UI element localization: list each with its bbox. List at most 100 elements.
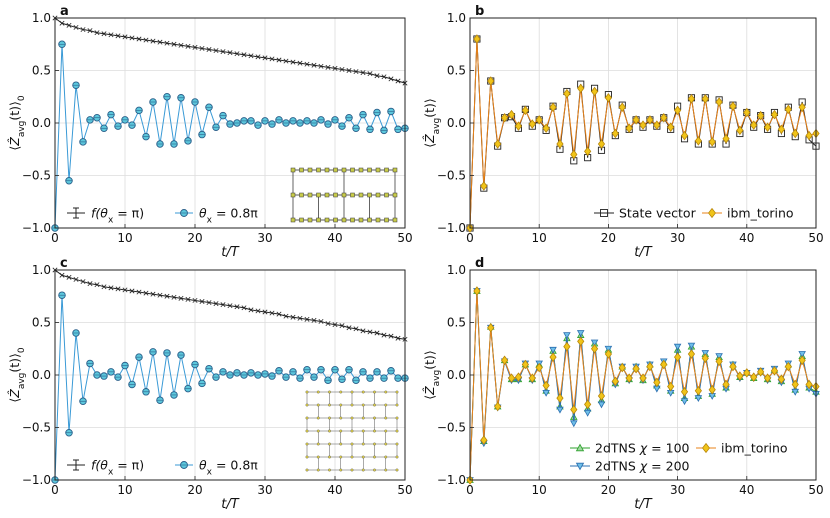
data-point <box>480 181 488 191</box>
data-point <box>722 133 730 144</box>
data-point <box>701 442 711 454</box>
data-point <box>708 384 716 395</box>
inset-qubit <box>328 390 331 394</box>
inset-qubit <box>373 468 376 472</box>
data-point <box>798 102 806 113</box>
data-point <box>185 296 191 302</box>
data-point <box>535 115 543 125</box>
data-point <box>680 398 689 406</box>
data-point <box>507 109 516 120</box>
data-point <box>673 105 682 116</box>
inset-qubit <box>339 429 343 433</box>
y-tick-label: 0.5 <box>32 316 51 330</box>
inset-qubit <box>350 403 354 407</box>
data-point <box>500 112 509 123</box>
y-axis-label-group: ⟨Ẑavg(t)⟩0 <box>7 347 27 403</box>
y-tick-label: −1.0 <box>437 473 466 487</box>
data-point <box>736 125 744 136</box>
data-point <box>708 137 716 147</box>
data-point <box>360 328 366 334</box>
data-point <box>234 51 240 57</box>
data-point <box>290 59 296 65</box>
data-point <box>757 367 765 377</box>
data-point <box>750 372 758 382</box>
inset-qubit <box>384 403 388 407</box>
data-point <box>171 41 177 47</box>
data-point <box>290 314 296 320</box>
data-point <box>736 371 744 381</box>
data-point <box>597 391 606 401</box>
y-tick-label: −0.5 <box>22 421 51 435</box>
inset-qubit <box>290 192 296 198</box>
data-point <box>639 120 647 130</box>
panel-b: 0 10 20 30 40 50 −1.0 −0.5 0.0 0.5 1.0 t/T ⟨Ẑavg(t)⟩… <box>422 4 824 260</box>
data-point <box>757 110 765 121</box>
data-point <box>777 124 786 135</box>
data-point <box>680 130 689 141</box>
data-point <box>549 352 557 362</box>
data-point <box>570 404 578 415</box>
inset-qubit <box>373 442 376 446</box>
data-point <box>784 104 792 115</box>
inset-qubit <box>305 442 309 446</box>
inset-qubit <box>299 192 304 198</box>
data-point <box>381 332 387 338</box>
data-point <box>115 33 121 39</box>
inset-qubit <box>333 192 338 198</box>
x-tick-label: 30 <box>257 483 272 497</box>
data-point <box>143 290 149 296</box>
legend-label: State vector <box>619 206 697 221</box>
data-point <box>283 313 289 319</box>
data-point <box>701 353 709 363</box>
inset-qubit <box>384 429 388 433</box>
data-point <box>241 305 247 311</box>
data-point <box>600 209 608 217</box>
data-point <box>575 462 585 471</box>
inset-qubit <box>316 468 320 472</box>
data-point <box>575 443 585 452</box>
inset-qubit <box>328 403 331 407</box>
inset-qubit <box>384 217 389 223</box>
data-point <box>791 379 799 390</box>
x-axis-label: t/T <box>634 497 652 512</box>
y-tick-label: −1.0 <box>437 221 466 235</box>
inset-qubit <box>341 217 347 223</box>
data-point <box>192 297 198 303</box>
data-point <box>687 349 696 359</box>
legend-label: f(θx = π) <box>91 458 144 478</box>
inset-qubit <box>384 192 389 198</box>
data-point <box>66 22 72 28</box>
data-point <box>262 309 268 315</box>
inset-qubit <box>395 403 399 407</box>
legend-label: θx = 0.8π <box>199 458 258 478</box>
inset-qubit <box>373 403 376 407</box>
data-point <box>770 366 779 376</box>
data-point <box>763 373 772 383</box>
data-point <box>276 311 282 317</box>
inset-qubit <box>375 217 381 223</box>
inset-qubit <box>341 167 347 173</box>
data-point <box>346 68 352 73</box>
data-point <box>304 316 310 322</box>
data-point <box>577 336 585 347</box>
data-point <box>59 20 65 26</box>
data-point <box>777 374 786 384</box>
inset-qubit <box>316 167 321 173</box>
inset-qubit <box>361 429 365 433</box>
inset-qubit <box>324 167 330 173</box>
data-point <box>395 78 401 84</box>
x-tick-label: 40 <box>327 231 342 245</box>
data-point <box>549 346 557 354</box>
inset-qubit <box>316 442 320 446</box>
inset-qubit <box>361 442 365 446</box>
data-point <box>701 350 710 357</box>
legend-label: ibm_torino <box>727 206 794 221</box>
inset-qubit <box>373 455 376 459</box>
data-point <box>625 123 633 134</box>
data-point <box>660 359 668 370</box>
inset-qubit <box>361 455 365 459</box>
data-point <box>784 361 792 372</box>
x-tick-label: 0 <box>466 483 474 497</box>
data-point <box>178 42 184 48</box>
data-point <box>798 351 806 358</box>
